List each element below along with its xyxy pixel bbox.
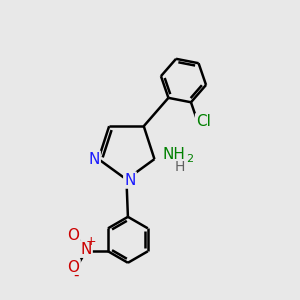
Text: +: + (86, 236, 97, 248)
Text: NH: NH (162, 147, 185, 162)
Text: H: H (175, 160, 185, 174)
Text: N: N (80, 242, 92, 257)
Text: O: O (68, 260, 80, 275)
Text: O: O (68, 228, 80, 243)
Text: N: N (88, 152, 100, 166)
Text: 2: 2 (186, 154, 193, 164)
Text: N: N (124, 172, 136, 188)
Text: -: - (73, 268, 78, 283)
Text: Cl: Cl (196, 114, 211, 129)
